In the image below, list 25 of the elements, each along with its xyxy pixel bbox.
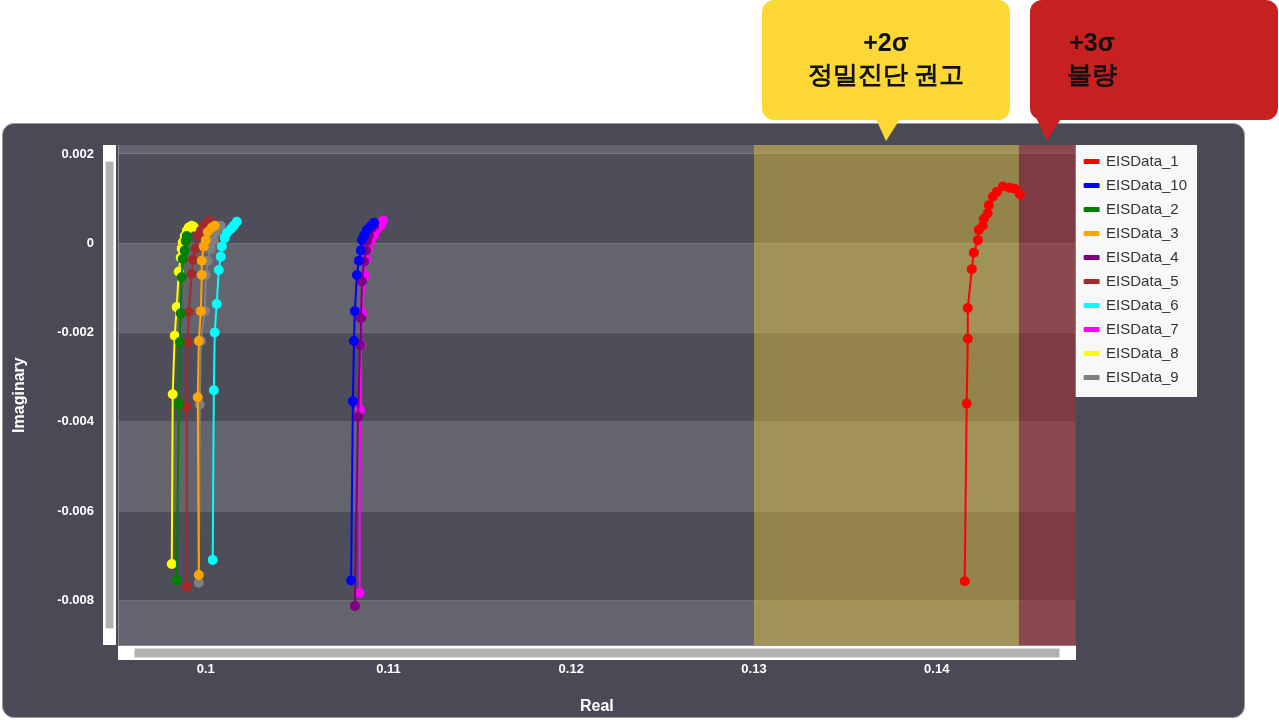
y-tick-label: 0.002 (61, 145, 95, 161)
legend-label: EISData_6 (1106, 295, 1179, 313)
y-tick-label: -0.006 (57, 502, 95, 518)
legend-label: EISData_7 (1106, 319, 1179, 337)
x-tick-label: 0.1 (196, 660, 215, 676)
x-tick-label: 0.13 (741, 660, 767, 676)
y-tick-label: -0.002 (57, 324, 95, 340)
legend-label: EISData_5 (1106, 271, 1179, 289)
legend-label: EISData_9 (1106, 367, 1179, 385)
x-tick-label: 0.12 (558, 660, 584, 676)
legend-label: EISData_1 (1106, 151, 1179, 169)
y-axis-title: Imaginary (10, 357, 28, 433)
legend-label: EISData_2 (1106, 199, 1179, 217)
x-tick-label: 0.14 (924, 660, 951, 676)
legend-label: EISData_8 (1106, 343, 1179, 361)
legend-label: EISData_3 (1106, 223, 1179, 241)
y-tick-label: -0.004 (57, 413, 95, 429)
band-label: +3σ 불량 (1067, 27, 1118, 88)
legend-label: EISData_10 (1106, 175, 1187, 193)
band-label: +2σ 정밀진단 권고 (807, 27, 965, 88)
y-tick-label: 0 (86, 234, 95, 250)
x-axis-title: Real (579, 696, 614, 714)
legend-label: EISData_4 (1106, 247, 1179, 265)
x-tick-label: 0.11 (376, 660, 401, 676)
y-tick-label: -0.008 (57, 592, 95, 608)
